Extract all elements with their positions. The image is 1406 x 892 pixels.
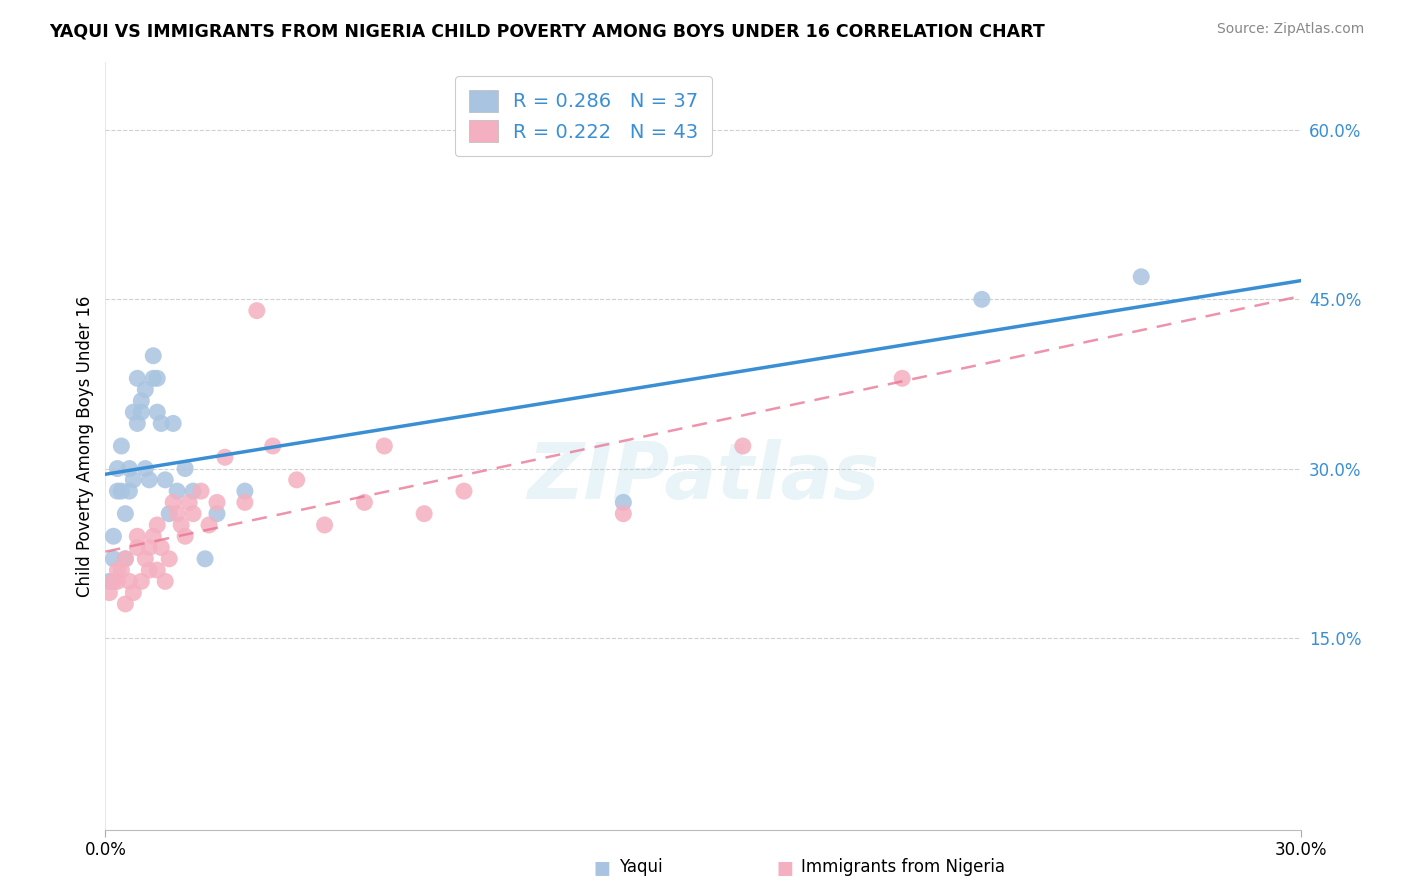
Point [146, 371, 169, 385]
Point [314, 518, 336, 533]
Point [142, 371, 165, 385]
Point [262, 439, 284, 453]
Point [129, 393, 153, 408]
Point [118, 484, 141, 499]
Point [107, 484, 129, 499]
Point [114, 551, 136, 566]
Point [103, 529, 125, 543]
Point [110, 563, 132, 577]
Point [891, 371, 914, 385]
Point [181, 484, 204, 499]
Point [98, 585, 121, 599]
Point [731, 439, 754, 453]
Point [612, 495, 634, 509]
Point [150, 417, 173, 431]
Point [166, 484, 188, 499]
Point [127, 371, 149, 385]
Point [122, 585, 145, 599]
Point [122, 405, 145, 419]
Point [142, 529, 165, 543]
Point [110, 484, 132, 499]
Point [373, 439, 395, 453]
Point [118, 574, 141, 589]
Point [98, 574, 121, 589]
Point [138, 473, 160, 487]
Y-axis label: Child Poverty Among Boys Under 16: Child Poverty Among Boys Under 16 [76, 295, 94, 597]
Point [970, 293, 993, 307]
Point [127, 541, 149, 555]
Point [166, 507, 188, 521]
Point [285, 473, 308, 487]
Point [181, 507, 204, 521]
Point [233, 495, 256, 509]
Point [134, 551, 156, 566]
Point [170, 518, 193, 533]
Point [138, 563, 160, 577]
Text: ▪: ▪ [776, 853, 794, 881]
Point [157, 507, 180, 521]
Point [146, 405, 169, 419]
Point [134, 461, 156, 475]
Text: Source: ZipAtlas.com: Source: ZipAtlas.com [1216, 22, 1364, 37]
Point [107, 461, 129, 475]
Point [129, 574, 153, 589]
Legend: R = 0.286   N = 37, R = 0.222   N = 43: R = 0.286 N = 37, R = 0.222 N = 43 [456, 76, 711, 156]
Point [353, 495, 375, 509]
Point [146, 563, 169, 577]
Point [114, 551, 136, 566]
Text: Immigrants from Nigeria: Immigrants from Nigeria [801, 858, 1005, 876]
Point [150, 541, 173, 555]
Point [146, 518, 169, 533]
Point [177, 495, 201, 509]
Point [138, 541, 160, 555]
Point [107, 574, 129, 589]
Point [110, 439, 132, 453]
Point [1130, 269, 1153, 284]
Point [233, 484, 256, 499]
Point [103, 551, 125, 566]
Point [127, 529, 149, 543]
Point [142, 349, 165, 363]
Text: Yaqui: Yaqui [619, 858, 662, 876]
Point [246, 303, 269, 318]
Point [162, 417, 184, 431]
Text: YAQUI VS IMMIGRANTS FROM NIGERIA CHILD POVERTY AMONG BOYS UNDER 16 CORRELATION C: YAQUI VS IMMIGRANTS FROM NIGERIA CHILD P… [49, 22, 1045, 40]
Point [162, 495, 184, 509]
Point [114, 597, 136, 611]
Text: ▪: ▪ [593, 853, 612, 881]
Point [174, 529, 197, 543]
Point [157, 551, 180, 566]
Point [453, 484, 475, 499]
Point [103, 574, 125, 589]
Point [612, 507, 634, 521]
Point [174, 461, 197, 475]
Point [214, 450, 236, 465]
Point [127, 417, 149, 431]
Point [194, 551, 217, 566]
Point [153, 574, 177, 589]
Text: ZIPatlas: ZIPatlas [527, 439, 879, 515]
Point [118, 461, 141, 475]
Point [114, 507, 136, 521]
Point [413, 507, 436, 521]
Point [190, 484, 212, 499]
Point [134, 383, 156, 397]
Point [205, 495, 228, 509]
Point [122, 473, 145, 487]
Point [129, 405, 153, 419]
Point [205, 507, 228, 521]
Point [198, 518, 221, 533]
Point [153, 473, 177, 487]
Point [107, 563, 129, 577]
